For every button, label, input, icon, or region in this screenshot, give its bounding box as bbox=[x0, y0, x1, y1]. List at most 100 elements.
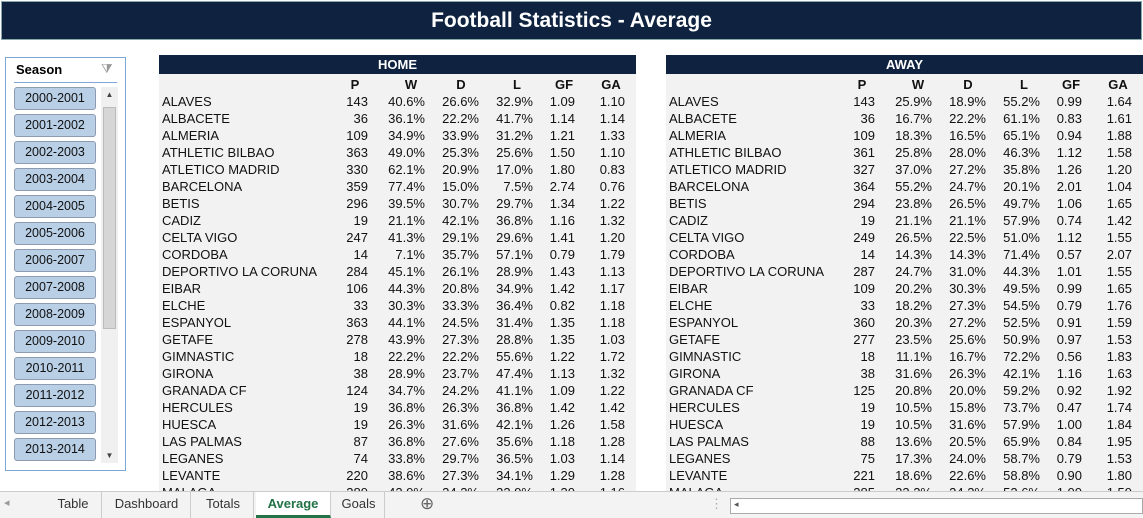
cell-ga: 1.14 bbox=[599, 451, 625, 466]
cell-p: 33 bbox=[860, 298, 875, 313]
team-name: GETAFE bbox=[162, 332, 214, 347]
table-row: CELTA VIGO 247 41.3% 29.1% 29.6% 1.41 1.20 bbox=[159, 229, 636, 246]
cell-d: 24.2% bbox=[926, 484, 986, 492]
slicer-item[interactable]: 2004-2005 bbox=[14, 195, 96, 218]
cell-gf: 1.01 bbox=[1056, 264, 1082, 279]
team-name: ALAVES bbox=[162, 94, 212, 109]
scroll-thumb[interactable] bbox=[103, 107, 116, 329]
home-header: HOME bbox=[159, 55, 636, 74]
cell-l: 7.5% bbox=[503, 179, 533, 194]
slicer-divider bbox=[14, 82, 117, 83]
tab-table[interactable]: Table bbox=[45, 492, 102, 518]
cell-ga: 1.64 bbox=[1106, 94, 1132, 109]
slicer-item[interactable]: 2003-2004 bbox=[14, 168, 96, 191]
column-header: D bbox=[456, 77, 466, 92]
plus-circle-icon[interactable]: ⊕ bbox=[420, 494, 435, 513]
table-row: GETAFE 278 43.9% 27.3% 28.8% 1.35 1.03 bbox=[159, 331, 636, 348]
tab-dashboard[interactable]: Dashboard bbox=[103, 492, 191, 518]
slicer-item[interactable]: 2006-2007 bbox=[14, 249, 96, 272]
table-row: ATLETICO MADRID 330 62.1% 20.9% 17.0% 1.80 0.8… bbox=[159, 161, 636, 178]
cell-ga: 1.10 bbox=[599, 145, 625, 160]
slicer-item[interactable]: 2010-2011 bbox=[14, 357, 96, 380]
cell-d: 29.7% bbox=[442, 451, 479, 466]
cell-l: 32.9% bbox=[473, 484, 533, 492]
cell-ga: 1.13 bbox=[599, 264, 625, 279]
team-name: GRANADA CF bbox=[162, 383, 247, 398]
cell-d: 24.0% bbox=[949, 451, 986, 466]
slicer-item[interactable]: 2008-2009 bbox=[14, 303, 96, 326]
cell-w: 23.8% bbox=[895, 196, 932, 211]
table-row: EIBAR 109 20.2% 30.3% 49.5% 0.99 1.65 bbox=[666, 280, 1143, 297]
slicer-item[interactable]: 2012-2013 bbox=[14, 411, 96, 434]
slicer-item[interactable]: 2011-2012 bbox=[14, 384, 96, 407]
cell-l: 55.2% bbox=[1003, 94, 1040, 109]
scroll-down-icon[interactable]: ▼ bbox=[105, 451, 114, 460]
team-name: HERCULES bbox=[162, 400, 233, 415]
splitter-icon[interactable]: ⋮ bbox=[710, 496, 723, 511]
team-name: CELTA VIGO bbox=[162, 230, 238, 245]
cell-d: 14.3% bbox=[949, 247, 986, 262]
team-name: ALMERIA bbox=[162, 128, 220, 143]
slicer-item[interactable]: 2005-2006 bbox=[14, 222, 96, 245]
cell-w: 25.8% bbox=[895, 145, 932, 160]
cell-w: 30.3% bbox=[388, 298, 425, 313]
team-name: HERCULES bbox=[669, 400, 740, 415]
cell-p: 363 bbox=[346, 145, 368, 160]
slicer-item[interactable]: 2002-2003 bbox=[14, 141, 96, 164]
team-name: ALBACETE bbox=[669, 111, 737, 126]
cell-w: 18.2% bbox=[895, 298, 932, 313]
cell-d: 33.3% bbox=[442, 298, 479, 313]
table-row: LAS PALMAS 88 13.6% 20.5% 65.9% 0.84 1.95 bbox=[666, 433, 1143, 450]
cell-ga: 0.83 bbox=[599, 162, 625, 177]
cell-p: 38 bbox=[353, 366, 368, 381]
cell-gf: 0.94 bbox=[1056, 128, 1082, 143]
horizontal-scrollbar[interactable]: ◂ bbox=[730, 498, 1143, 514]
cell-d: 25.3% bbox=[442, 145, 479, 160]
cell-gf: 1.06 bbox=[1056, 196, 1082, 211]
cell-p: 249 bbox=[853, 230, 875, 245]
slicer-item[interactable]: 2007-2008 bbox=[14, 276, 96, 299]
tab-average[interactable]: Average bbox=[256, 492, 331, 518]
cell-ga: 1.20 bbox=[1106, 162, 1132, 177]
scroll-up-icon[interactable]: ▲ bbox=[105, 90, 114, 99]
cell-gf: 1.34 bbox=[549, 196, 575, 211]
page-title: Football Statistics - Average bbox=[1, 1, 1142, 40]
team-name: ESPANYOL bbox=[162, 315, 232, 330]
slicer-scrollbar[interactable]: ▲ ▼ bbox=[101, 87, 118, 463]
column-header: GA bbox=[1108, 77, 1128, 92]
cell-d: 23.7% bbox=[442, 366, 479, 381]
cell-d: 27.2% bbox=[949, 162, 986, 177]
table-row: BARCELONA 364 55.2% 24.7% 20.1% 2.01 1.04 bbox=[666, 178, 1143, 195]
filter-clear-icon[interactable]: ⧩ bbox=[101, 61, 113, 76]
cell-gf: 1.42 bbox=[549, 281, 575, 296]
team-name: MALAGA bbox=[162, 484, 216, 492]
cell-p: 87 bbox=[353, 434, 368, 449]
tab-goals[interactable]: Goals bbox=[333, 492, 385, 518]
slicer-item[interactable]: 2000-2001 bbox=[14, 87, 96, 110]
cell-gf: 0.79 bbox=[1056, 298, 1082, 313]
slicer-item[interactable]: 2001-2002 bbox=[14, 114, 96, 137]
cell-ga: 1.55 bbox=[1106, 264, 1132, 279]
column-header: P bbox=[350, 77, 360, 92]
cell-p: 18 bbox=[353, 349, 368, 364]
cell-gf: 1.18 bbox=[549, 434, 575, 449]
slicer-item[interactable]: 2009-2010 bbox=[14, 330, 96, 353]
cell-l: 55.6% bbox=[496, 349, 533, 364]
scroll-left-icon[interactable]: ◂ bbox=[734, 499, 739, 509]
column-header: P bbox=[857, 77, 867, 92]
cell-p: 360 bbox=[853, 315, 875, 330]
cell-d: 27.3% bbox=[442, 332, 479, 347]
tab-totals[interactable]: Totals bbox=[193, 492, 254, 518]
cell-w: 42.9% bbox=[365, 484, 425, 492]
tab-scroll-left-icon[interactable]: ◂ bbox=[4, 497, 10, 509]
cell-p: 88 bbox=[860, 434, 875, 449]
cell-w: 26.3% bbox=[388, 417, 425, 432]
cell-w: 44.3% bbox=[388, 281, 425, 296]
table-row: ATLETICO MADRID 327 37.0% 27.2% 35.8% 1.26 1.2… bbox=[666, 161, 1143, 178]
table-row: ALMERIA 109 18.3% 16.5% 65.1% 0.94 1.88 bbox=[666, 127, 1143, 144]
slicer-item[interactable]: 2013-2014 bbox=[14, 438, 96, 461]
cell-ga: 2.07 bbox=[1106, 247, 1132, 262]
cell-gf: 1.14 bbox=[549, 111, 575, 126]
cell-gf: 0.47 bbox=[1056, 400, 1082, 415]
cell-ga: 1.74 bbox=[1106, 400, 1132, 415]
